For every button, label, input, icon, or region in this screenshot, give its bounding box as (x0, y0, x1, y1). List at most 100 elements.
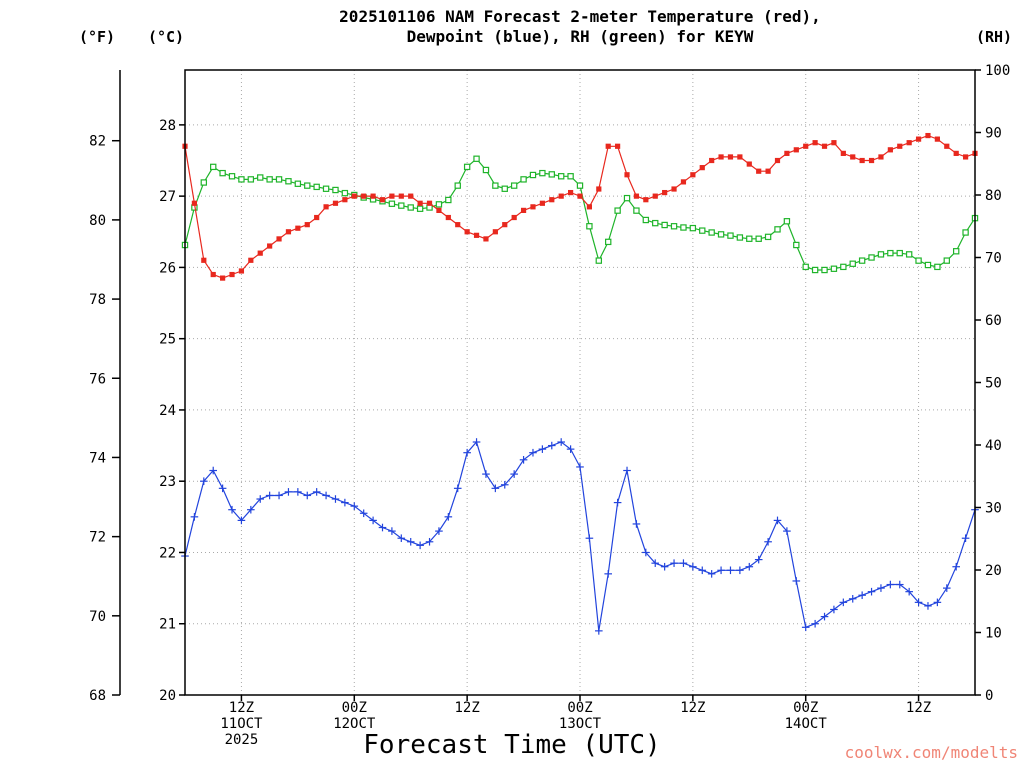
temperature-marker (417, 200, 423, 206)
temperature-marker (361, 193, 367, 199)
temperature-marker (483, 236, 489, 242)
temperature-marker (464, 229, 470, 235)
temperature-marker (690, 172, 696, 178)
temperature-marker (549, 197, 555, 203)
rh-marker (294, 180, 302, 187)
temperature-marker (680, 179, 687, 185)
celsius-tick-label: 22 (159, 545, 176, 561)
chart-title-line1: 2025101106 NAM Forecast 2-meter Temperat… (339, 7, 821, 26)
temperature-marker (915, 136, 922, 142)
rh-marker (435, 201, 443, 208)
rh-marker (934, 263, 941, 271)
rh-axis-unit: (RH) (975, 28, 1013, 46)
temperature-marker (784, 150, 790, 156)
rh-tick-label: 0 (985, 688, 993, 704)
temperature-marker (210, 271, 216, 278)
rh-marker (595, 257, 603, 264)
temperature-marker (850, 154, 856, 160)
date-label: 12OCT (333, 716, 376, 732)
time-tick-label: 12Z (680, 700, 705, 716)
celsius-tick-label: 20 (159, 688, 176, 704)
rh-marker (764, 233, 772, 241)
rh-marker (200, 179, 208, 186)
rh-tick-label: 30 (985, 501, 1002, 517)
rh-marker (774, 226, 781, 233)
rh-marker (840, 263, 847, 271)
time-tick-label: 12Z (454, 700, 479, 716)
temperature-marker (615, 143, 621, 149)
rh-marker (642, 216, 650, 224)
temperature-marker (662, 189, 668, 196)
temperature-marker (953, 150, 959, 156)
temperature-marker (342, 197, 348, 203)
temperature-marker (727, 154, 734, 160)
rh-marker (896, 249, 903, 257)
temperature-marker (201, 257, 207, 263)
rh-marker (614, 207, 621, 214)
rh-marker (821, 266, 828, 274)
fahrenheit-tick-label: 74 (89, 450, 106, 466)
temperature-marker (492, 229, 498, 235)
rh-marker (802, 263, 809, 271)
temperature-marker (652, 193, 658, 199)
rh-marker (699, 227, 706, 234)
celsius-tick-label: 27 (159, 189, 176, 205)
rh-marker (398, 202, 405, 209)
rh-tick-label: 40 (985, 438, 1002, 454)
rh-marker (501, 185, 508, 192)
temperature-marker (756, 168, 762, 174)
temperature-marker (314, 214, 320, 221)
rh-marker (266, 176, 273, 183)
rh-marker (952, 248, 960, 255)
temperature-marker (934, 136, 940, 142)
rh-tick-label: 80 (985, 188, 1002, 204)
rh-marker (247, 176, 255, 183)
temperature-marker (793, 147, 799, 153)
rh-marker (445, 196, 452, 204)
year-label: 2025 (225, 732, 259, 748)
rh-marker (868, 254, 875, 261)
rh-marker (304, 182, 311, 189)
temperature-marker (944, 143, 950, 149)
temperature-marker (709, 157, 715, 164)
time-tick-label: 00Z (793, 700, 818, 716)
watermark-link[interactable]: coolwx.com/modelts (844, 743, 1018, 762)
temperature-marker (812, 140, 818, 146)
temperature-marker (633, 193, 640, 199)
rh-marker (915, 257, 922, 264)
date-label: 11OCT (220, 716, 263, 732)
temperature-marker (765, 168, 771, 174)
fahrenheit-tick-label: 70 (89, 609, 106, 625)
temperature-marker (445, 214, 451, 221)
temperature-marker (586, 204, 593, 210)
x-axis-title: Forecast Time (UTC) (363, 730, 661, 760)
temperature-marker (962, 154, 969, 160)
temperature-marker (323, 204, 329, 210)
chart-title-line2: Dewpoint (blue), RH (green) for KEYW (406, 27, 754, 46)
rh-marker (341, 189, 349, 197)
rh-marker (811, 266, 819, 274)
rh-marker (708, 229, 715, 236)
rh-marker (473, 155, 480, 162)
rh-tick-label: 50 (985, 376, 1002, 392)
chart-title: 2025101106 NAM Forecast 2-meter Temperat… (185, 7, 975, 47)
temperature-marker (398, 193, 404, 199)
temperature-marker (295, 225, 301, 231)
rh-tick-label: 60 (985, 313, 1002, 329)
fahrenheit-tick-label: 78 (89, 292, 106, 308)
temperature-marker (577, 193, 583, 199)
celsius-tick-label: 23 (159, 474, 176, 490)
rh-marker (962, 229, 969, 236)
time-tick-label: 12Z (229, 700, 254, 716)
temperature-marker (520, 207, 527, 213)
rh-marker (313, 183, 320, 191)
temperature-marker (191, 200, 198, 206)
grid-layer (185, 70, 975, 695)
rh-marker (924, 261, 932, 269)
rh-marker (830, 265, 838, 272)
rh-tick-label: 100 (985, 63, 1010, 79)
rh-marker (567, 173, 574, 180)
temperature-marker (897, 143, 903, 149)
